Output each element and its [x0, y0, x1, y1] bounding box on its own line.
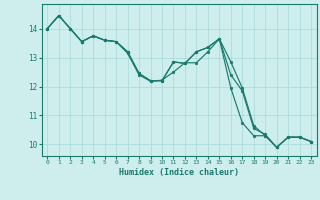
X-axis label: Humidex (Indice chaleur): Humidex (Indice chaleur) [119, 168, 239, 177]
